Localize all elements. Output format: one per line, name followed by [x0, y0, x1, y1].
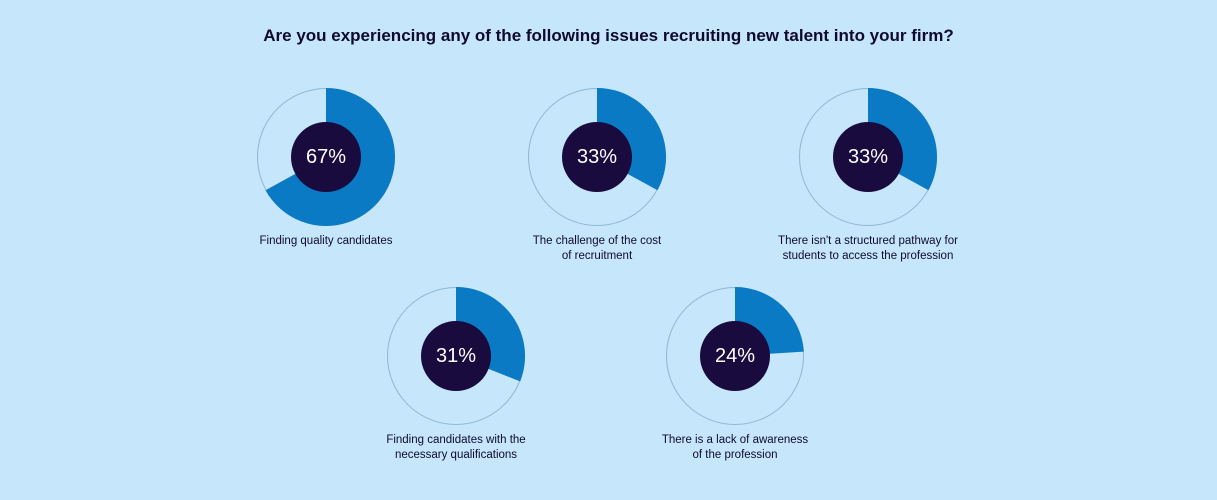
donut-center [833, 122, 903, 192]
donut-center [421, 321, 491, 391]
caption-line: necessary qualifications [394, 449, 518, 461]
caption-line: There isn't a structured pathway for [778, 235, 958, 247]
donut-chart-4 [387, 287, 525, 425]
percentage-label: 33% [847, 146, 889, 168]
donut-center [562, 122, 632, 192]
donut-center [291, 122, 361, 192]
donut-caption: The challenge of the cost of recruitment [477, 234, 717, 264]
donut-caption: There is a lack of awareness of the profe… [615, 433, 855, 463]
caption-line: of the profession [692, 449, 778, 461]
percentage-label: 31% [435, 345, 477, 367]
donut-chart-2 [528, 88, 666, 226]
percentage-label: 67% [305, 146, 347, 168]
donut-center [700, 321, 770, 391]
chart-title: Are you experiencing any of the followin… [263, 26, 954, 45]
caption-line: students to access the profession [782, 250, 954, 262]
donut-caption: Finding quality candidates [206, 234, 446, 249]
donut-caption: Finding candidates with the necessary qua… [336, 433, 576, 463]
caption-line: Finding candidates with the [386, 434, 526, 446]
percentage-label: 33% [576, 146, 618, 168]
caption-line: Finding quality candidates [259, 235, 393, 247]
donut-chart-1 [257, 88, 395, 226]
caption-line: of recruitment [561, 250, 633, 262]
donut-caption: There isn't a structured pathway for stud… [748, 234, 988, 264]
caption-line: The challenge of the cost [532, 235, 662, 247]
donut-chart-3 [799, 88, 937, 226]
caption-line: There is a lack of awareness [661, 434, 809, 446]
donut-chart-5 [666, 287, 804, 425]
percentage-label: 24% [714, 345, 756, 367]
